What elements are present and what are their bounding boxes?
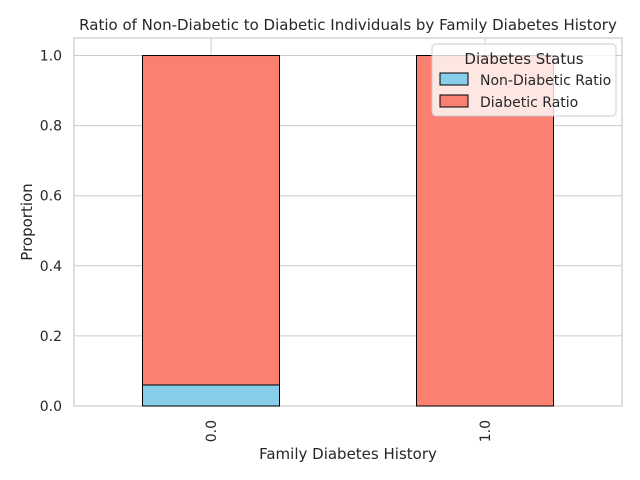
legend: Diabetes Status Non-Diabetic Ratio Diabet…	[431, 43, 617, 117]
y-tick-label: 0.8	[40, 119, 62, 135]
y-tick-label: 0.6	[40, 189, 62, 205]
bars	[142, 55, 554, 407]
y-axis-ticks: 0.0 0.2 0.4 0.6 0.8 1.0	[40, 49, 62, 415]
plot-area	[73, 37, 623, 407]
bar-diabetic-0	[142, 55, 280, 386]
y-tick-label: 0.0	[40, 399, 62, 415]
legend-swatch	[439, 72, 469, 86]
y-tick-label: 0.2	[40, 329, 62, 345]
legend-label: Non-Diabetic Ratio	[480, 73, 611, 89]
legend-items: Non-Diabetic Ratio Diabetic Ratio	[439, 72, 611, 111]
y-tick-label: 1.0	[40, 49, 62, 65]
legend-box	[431, 43, 617, 117]
chart-title: Ratio of Non-Diabetic to Diabetic Indivi…	[79, 16, 617, 34]
x-axis-label: Family Diabetes History	[259, 445, 437, 463]
bar-non-diabetic-0	[142, 384, 280, 407]
x-axis-ticks: 0.0 1.0	[204, 420, 494, 442]
legend-label: Diabetic Ratio	[480, 95, 578, 111]
legend-title: Diabetes Status	[464, 50, 583, 68]
y-tick-label: 0.4	[40, 259, 62, 275]
y-axis-label: Proportion	[18, 183, 36, 260]
x-tick-label: 0.0	[204, 420, 220, 442]
legend-swatch	[439, 94, 469, 108]
x-tick-label: 1.0	[478, 420, 494, 442]
